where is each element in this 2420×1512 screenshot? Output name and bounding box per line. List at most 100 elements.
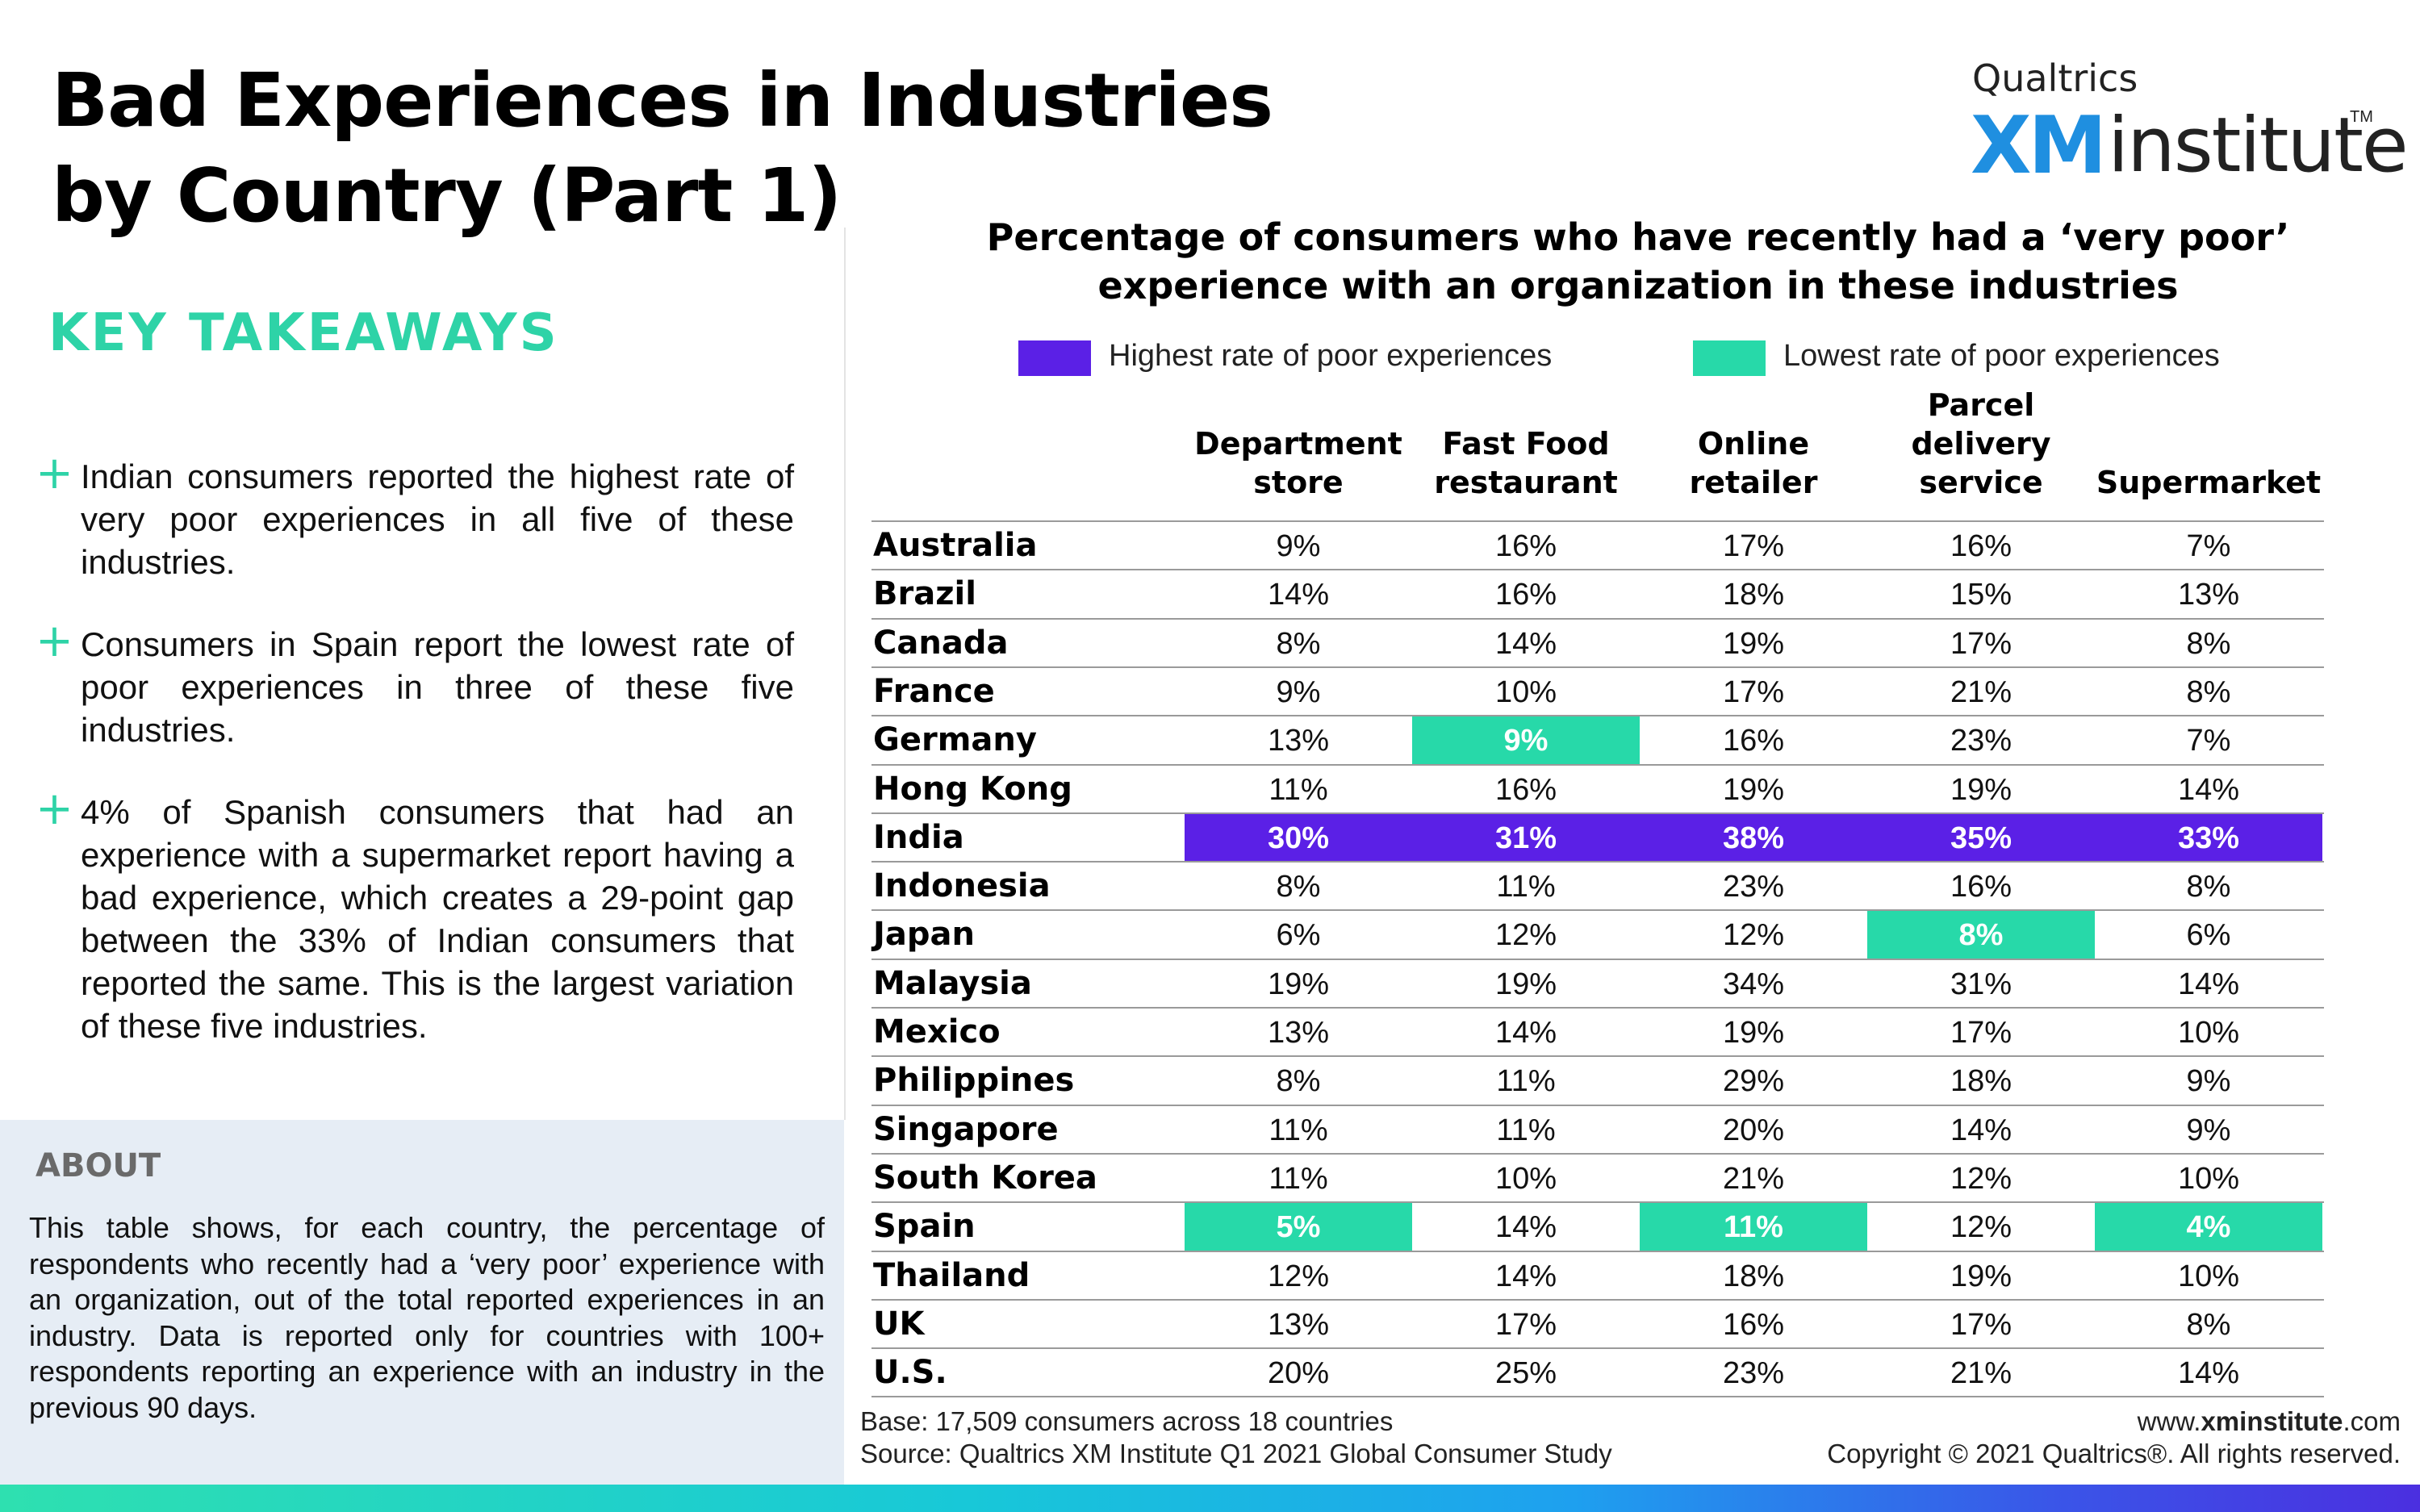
table-cell-highest: 31% <box>1412 813 1640 863</box>
table-cell: 10% <box>2177 1161 2240 1196</box>
plus-icon: + <box>36 447 73 499</box>
table-cell: 16% <box>1722 724 1785 758</box>
table-cell: 14% <box>2177 772 2240 807</box>
country-label: Mexico <box>873 1013 1001 1050</box>
country-label: UK <box>873 1305 925 1343</box>
column-header-line: Parcel <box>1927 387 2035 423</box>
table-cell: 9% <box>2186 1113 2231 1147</box>
row-divider <box>871 1347 2324 1350</box>
column-header-line: service <box>1919 465 2043 500</box>
table-cell: 7% <box>2186 529 2231 563</box>
column-header: Department store <box>1185 424 1412 502</box>
column-header-line: delivery <box>1911 426 2051 462</box>
table-cell: 8% <box>2186 870 2231 904</box>
logo-qualtrics-text: Qualtrics <box>1972 56 2138 100</box>
table-cell: 20% <box>1267 1356 1330 1391</box>
country-label: Thailand <box>873 1256 1030 1294</box>
table-cell: 13% <box>1267 724 1330 758</box>
table-cell: 23% <box>1950 724 2012 758</box>
row-divider <box>871 1396 2324 1398</box>
table-cell: 10% <box>2177 1259 2240 1293</box>
table-cell-highest: 38% <box>1640 813 1867 863</box>
country-label: Hong Kong <box>873 770 1072 808</box>
table-cell: 14% <box>1494 626 1557 661</box>
table-cell: 16% <box>1494 772 1557 807</box>
base-note: Base: 17,509 consumers across 18 countri… <box>860 1406 1394 1436</box>
qualtrics-xm-institute-logo: Qualtrics XM institute TM <box>1971 56 2409 192</box>
table-cell: 23% <box>1722 870 1785 904</box>
table-cell: 16% <box>1494 529 1557 563</box>
table-cell: 19% <box>1950 1259 2012 1293</box>
table-cell: 17% <box>1950 1016 2012 1050</box>
country-label: Japan <box>873 916 975 954</box>
table-cell: 17% <box>1722 675 1785 709</box>
table-cell: 10% <box>2177 1016 2240 1050</box>
table-cell-lowest: 4% <box>2095 1203 2322 1252</box>
column-header: Fast Food restaurant <box>1412 424 1640 502</box>
table-cell: 21% <box>1722 1161 1785 1196</box>
table-cell: 23% <box>1722 1356 1785 1391</box>
logo-trademark: TM <box>2350 108 2373 126</box>
source-note: Source: Qualtrics XM Institute Q1 2021 G… <box>860 1439 1612 1468</box>
country-label: Spain <box>873 1208 976 1246</box>
table-cell: 8% <box>1276 1064 1321 1099</box>
table-cell: 9% <box>1276 529 1321 563</box>
country-label: Brazil <box>873 575 976 613</box>
table-cell: 8% <box>2186 675 2231 709</box>
column-header: Online retailer <box>1640 424 1867 502</box>
country-label: Singapore <box>873 1110 1059 1148</box>
table-cell: 14% <box>2177 1356 2240 1391</box>
takeaway-item: + 4% of Spanish consumers that had an ex… <box>36 783 794 1047</box>
chart-title-line2: experience with an organization in these… <box>1097 264 2179 307</box>
row-divider <box>871 861 2324 863</box>
copyright-note: Copyright © 2021 Qualtrics®. All rights … <box>1827 1439 2401 1468</box>
table-cell: 17% <box>1950 1307 2012 1342</box>
table-cell: 14% <box>1267 578 1330 612</box>
row-divider <box>871 569 2324 571</box>
vertical-divider <box>844 228 846 1120</box>
table-cell: 13% <box>1267 1016 1330 1050</box>
column-header: Parcel delivery service <box>1867 386 2095 502</box>
legend-highest-swatch <box>1018 340 1091 376</box>
table-cell: 12% <box>1494 918 1557 953</box>
logo-institute-text: institute <box>2108 102 2409 190</box>
country-label: Canada <box>873 624 1009 662</box>
table-cell: 14% <box>1494 1210 1557 1245</box>
legend-lowest-label: Lowest rate of poor experiences <box>1783 339 2220 373</box>
chart-title: Percentage of consumers who have recentl… <box>871 213 2405 310</box>
table-cell: 12% <box>1722 918 1785 953</box>
table-cell: 11% <box>1269 772 1328 807</box>
table-cell: 8% <box>2186 1307 2231 1342</box>
table-cell: 16% <box>1950 529 2012 563</box>
table-cell: 16% <box>1722 1307 1785 1342</box>
legend-highest-label: Highest rate of poor experiences <box>1109 339 1553 373</box>
table-cell: 11% <box>1269 1113 1328 1147</box>
row-divider <box>871 1055 2324 1058</box>
table-cell: 6% <box>1276 918 1321 953</box>
country-label: India <box>873 818 964 856</box>
plus-icon: + <box>36 615 73 667</box>
page-title-line1: Bad Experiences in Industries <box>52 57 1273 144</box>
country-label: France <box>873 672 995 710</box>
table-cell: 14% <box>1494 1259 1557 1293</box>
table-cell: 20% <box>1722 1113 1785 1147</box>
table-cell: 25% <box>1494 1356 1557 1391</box>
plus-icon: + <box>36 783 73 835</box>
column-header-line: store <box>1253 465 1344 500</box>
table-cell: 18% <box>1950 1064 2012 1099</box>
table-cell: 11% <box>1496 870 1556 904</box>
website-link[interactable]: www.xminstitute.com <box>2137 1406 2401 1436</box>
row-divider <box>871 1152 2324 1155</box>
country-label: Indonesia <box>873 867 1051 905</box>
table-cell: 10% <box>1494 1161 1557 1196</box>
table-cell: 19% <box>1722 626 1785 661</box>
table-cell: 19% <box>1950 772 2012 807</box>
country-label: Germany <box>873 721 1037 759</box>
table-cell: 9% <box>2186 1064 2231 1099</box>
column-header-line: Fast Food <box>1442 426 1610 462</box>
table-cell: 9% <box>1276 675 1321 709</box>
about-panel: ABOUT This table shows, for each country… <box>0 1120 844 1485</box>
chart-title-line1: Percentage of consumers who have recentl… <box>986 215 2290 259</box>
table-cell: 11% <box>1496 1113 1556 1147</box>
footnote-right: www.xminstitute.com Copyright © 2021 Qua… <box>1827 1405 2401 1470</box>
